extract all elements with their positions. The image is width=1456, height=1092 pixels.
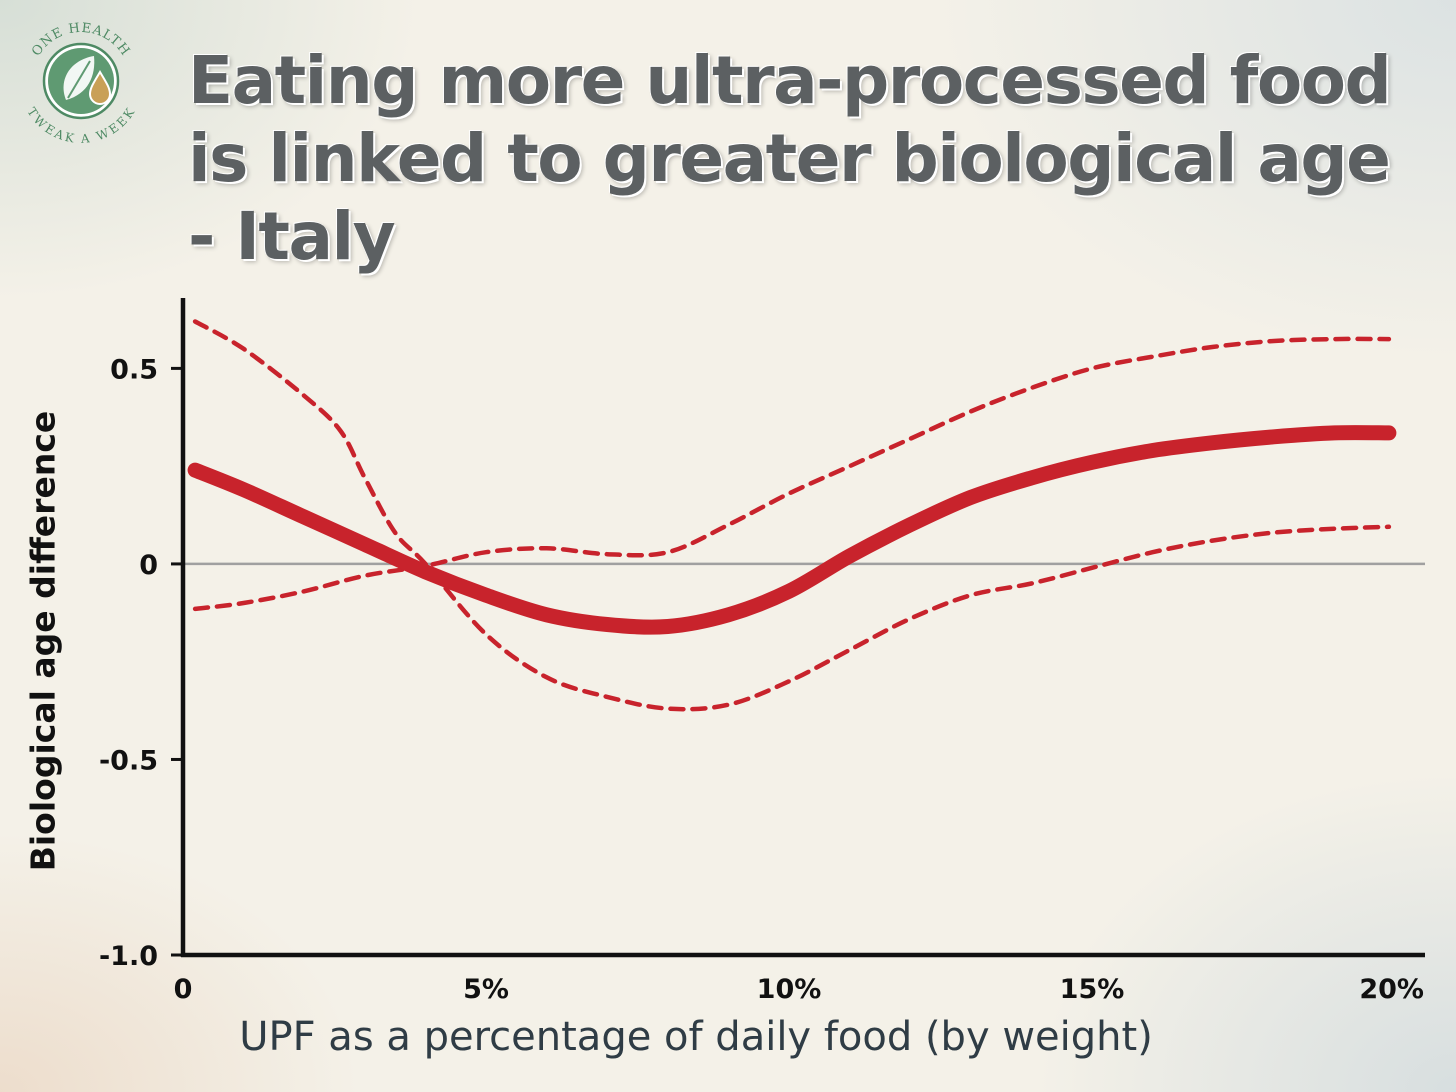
y-tick-label: -1.0 — [99, 941, 158, 972]
x-tick-group: 0 5% 10% 15% 20% — [174, 974, 1424, 1005]
oil-drop-icon — [88, 70, 112, 105]
x-tick-label: 0 — [174, 974, 193, 1005]
x-tick-label: 20% — [1359, 974, 1424, 1005]
x-tick-label: 15% — [1060, 974, 1125, 1005]
y-tick-label: 0 — [139, 550, 158, 581]
one-health-logo: ONE HEALTH TWEAK A WEEK — [24, 21, 136, 146]
series-group — [187, 319, 1397, 712]
y-tick-group: 0.5 0 -0.5 -1.0 — [99, 354, 183, 972]
chart-title: Eating more ultra-processed food is link… — [188, 42, 1392, 275]
y-axis-label: Biological age difference — [23, 410, 63, 872]
x-tick-label: 10% — [757, 974, 822, 1005]
lower-bound-dashed-line — [192, 319, 1392, 712]
y-tick-label: -0.5 — [99, 745, 158, 776]
x-tick-label: 5% — [463, 974, 509, 1005]
upper-bound-dashed-line — [192, 336, 1392, 612]
x-axis-label: UPF as a percentage of daily food (by we… — [239, 1014, 1153, 1060]
y-tick-label: 0.5 — [110, 354, 158, 385]
estimate-line — [187, 425, 1397, 635]
